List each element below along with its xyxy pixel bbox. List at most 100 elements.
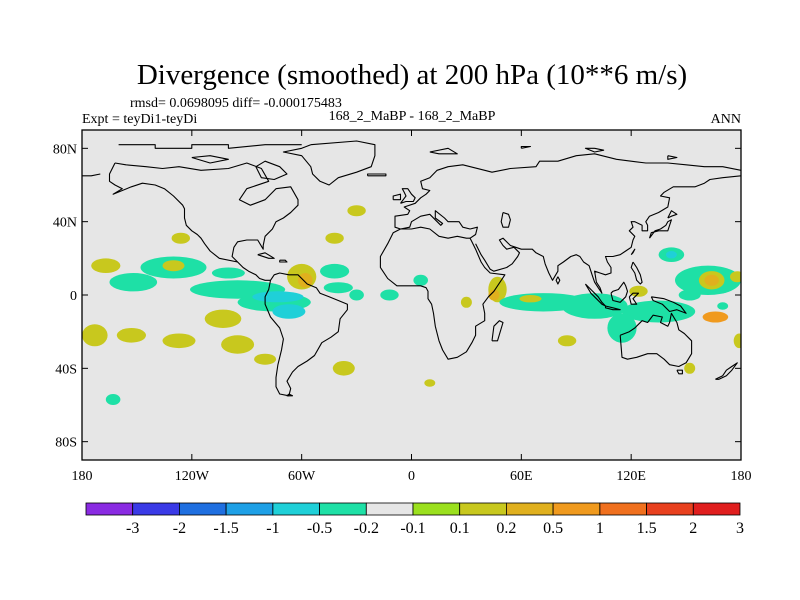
- anomaly-patch: [298, 273, 313, 288]
- anomaly-contours: [82, 205, 741, 405]
- anomaly-patch: [349, 289, 364, 301]
- anomaly-patch: [607, 313, 637, 343]
- colorbar-swatch: [85, 502, 134, 516]
- anomaly-patch: [221, 335, 255, 354]
- coastline: [367, 173, 387, 177]
- anomaly-patch: [424, 379, 436, 387]
- colorbar-label: 0.5: [543, 520, 563, 537]
- colorbar-label: -1: [266, 520, 279, 537]
- coastline: [392, 193, 402, 201]
- anomaly-patch: [561, 293, 628, 319]
- anomaly-patch: [162, 333, 196, 349]
- coastlines: [82, 140, 741, 397]
- colorbar-label: 1.5: [637, 520, 657, 537]
- anomaly-patch: [665, 251, 677, 259]
- anomaly-patch: [622, 300, 696, 323]
- experiment-label: Expt = teyDi1-teyDi: [82, 112, 197, 127]
- coastline: [500, 211, 511, 228]
- coastline: [619, 312, 693, 368]
- anomaly-patch: [519, 295, 542, 303]
- coastline: [282, 140, 376, 186]
- anomaly-patch: [320, 263, 350, 279]
- coastline: [520, 145, 532, 149]
- coastline: [630, 261, 643, 285]
- colorbar-swatch: [225, 502, 274, 516]
- coastline: [118, 144, 302, 149]
- x-tick-label: 120E: [616, 469, 646, 484]
- colorbar-swatch: [132, 502, 180, 516]
- anomaly-patch: [211, 267, 245, 279]
- x-tick-label: 120W: [175, 469, 210, 484]
- coastline: [715, 362, 738, 380]
- coastline: [255, 160, 288, 181]
- colorbar-swatch: [319, 502, 367, 516]
- cases-label: 168_2_MaBP - 168_2_MaBP: [329, 109, 496, 124]
- coastline: [108, 162, 238, 263]
- x-tick-label: 60W: [288, 469, 316, 484]
- colorbar-swatch: [599, 502, 648, 516]
- colorbar-swatch: [365, 502, 414, 516]
- coastline: [667, 155, 678, 160]
- y-tick-label: 80S: [55, 436, 77, 451]
- coastline: [555, 276, 561, 285]
- coastline: [628, 292, 640, 305]
- coastline: [394, 153, 741, 230]
- colorbar-swatch: [552, 502, 601, 516]
- colorbar-label: 0.2: [496, 520, 516, 537]
- coastline: [650, 296, 687, 314]
- anomaly-patch: [109, 273, 158, 292]
- coastline: [191, 155, 229, 164]
- colorbar-swatch: [692, 502, 741, 516]
- colorbar-swatch: [412, 502, 461, 516]
- colorbar-swatch: [272, 502, 320, 516]
- anomaly-patch: [702, 311, 729, 323]
- coastline: [379, 210, 506, 360]
- anomaly-patch: [717, 302, 729, 310]
- y-tick-label: 0: [70, 289, 77, 304]
- y-tick-label: 80N: [53, 142, 77, 157]
- coastline: [604, 305, 621, 311]
- coastline: [630, 248, 636, 256]
- colorbar-swatch: [505, 502, 554, 516]
- anomaly-patch: [629, 285, 648, 297]
- x-tick-label: 180: [72, 469, 93, 484]
- chart-title: Divergence (smoothed) at 200 hPa (10**6 …: [137, 59, 687, 91]
- colorbar-label: 2: [689, 520, 697, 537]
- coastline: [400, 188, 416, 204]
- anomaly-patch: [91, 258, 121, 274]
- anomaly-patch: [272, 304, 306, 319]
- x-tick-label: 60E: [510, 469, 533, 484]
- coastline: [429, 147, 458, 155]
- coastline: [610, 281, 629, 303]
- anomaly-patch: [413, 274, 429, 286]
- coastline: [584, 147, 605, 153]
- anomaly-patch: [557, 335, 577, 347]
- period-label: ANN: [711, 112, 741, 127]
- axes: 180 120W 60W 0 60E 120E 180 80N 40N 0 40S 80S: [53, 130, 752, 484]
- anomaly-patch: [204, 309, 242, 328]
- colorbar-label: -0.2: [354, 520, 379, 537]
- colorbar-label: 1: [596, 520, 604, 537]
- coastline: [114, 162, 348, 397]
- anomaly-patch: [82, 324, 108, 347]
- y-tick-label: 40S: [55, 362, 77, 377]
- anomaly-patch: [347, 205, 366, 217]
- coastline: [257, 252, 275, 259]
- x-tick-label: 180: [731, 469, 752, 484]
- coastline: [400, 226, 471, 239]
- anomaly-patch: [733, 333, 741, 349]
- rmsd-diff-label: rmsd= 0.0698095 diff= -0.000175483: [130, 96, 342, 111]
- coastline: [82, 173, 101, 177]
- coastline: [279, 259, 288, 263]
- colorbar-swatch: [178, 502, 227, 516]
- colorbar-swatch: [646, 502, 694, 516]
- anomaly-patch: [162, 260, 185, 272]
- coastline: [667, 210, 678, 219]
- x-tick-label: 0: [408, 469, 415, 484]
- anomaly-patch: [252, 291, 304, 303]
- anomaly-patch: [730, 271, 741, 283]
- anomaly-patch: [325, 232, 344, 244]
- colorbar: -3 -2 -1.5 -1 -0.5 -0.2 -0.1 0.1 0.2 0.5 1 1.5 2 3: [85, 502, 744, 537]
- colorbar-label: 0.1: [450, 520, 470, 537]
